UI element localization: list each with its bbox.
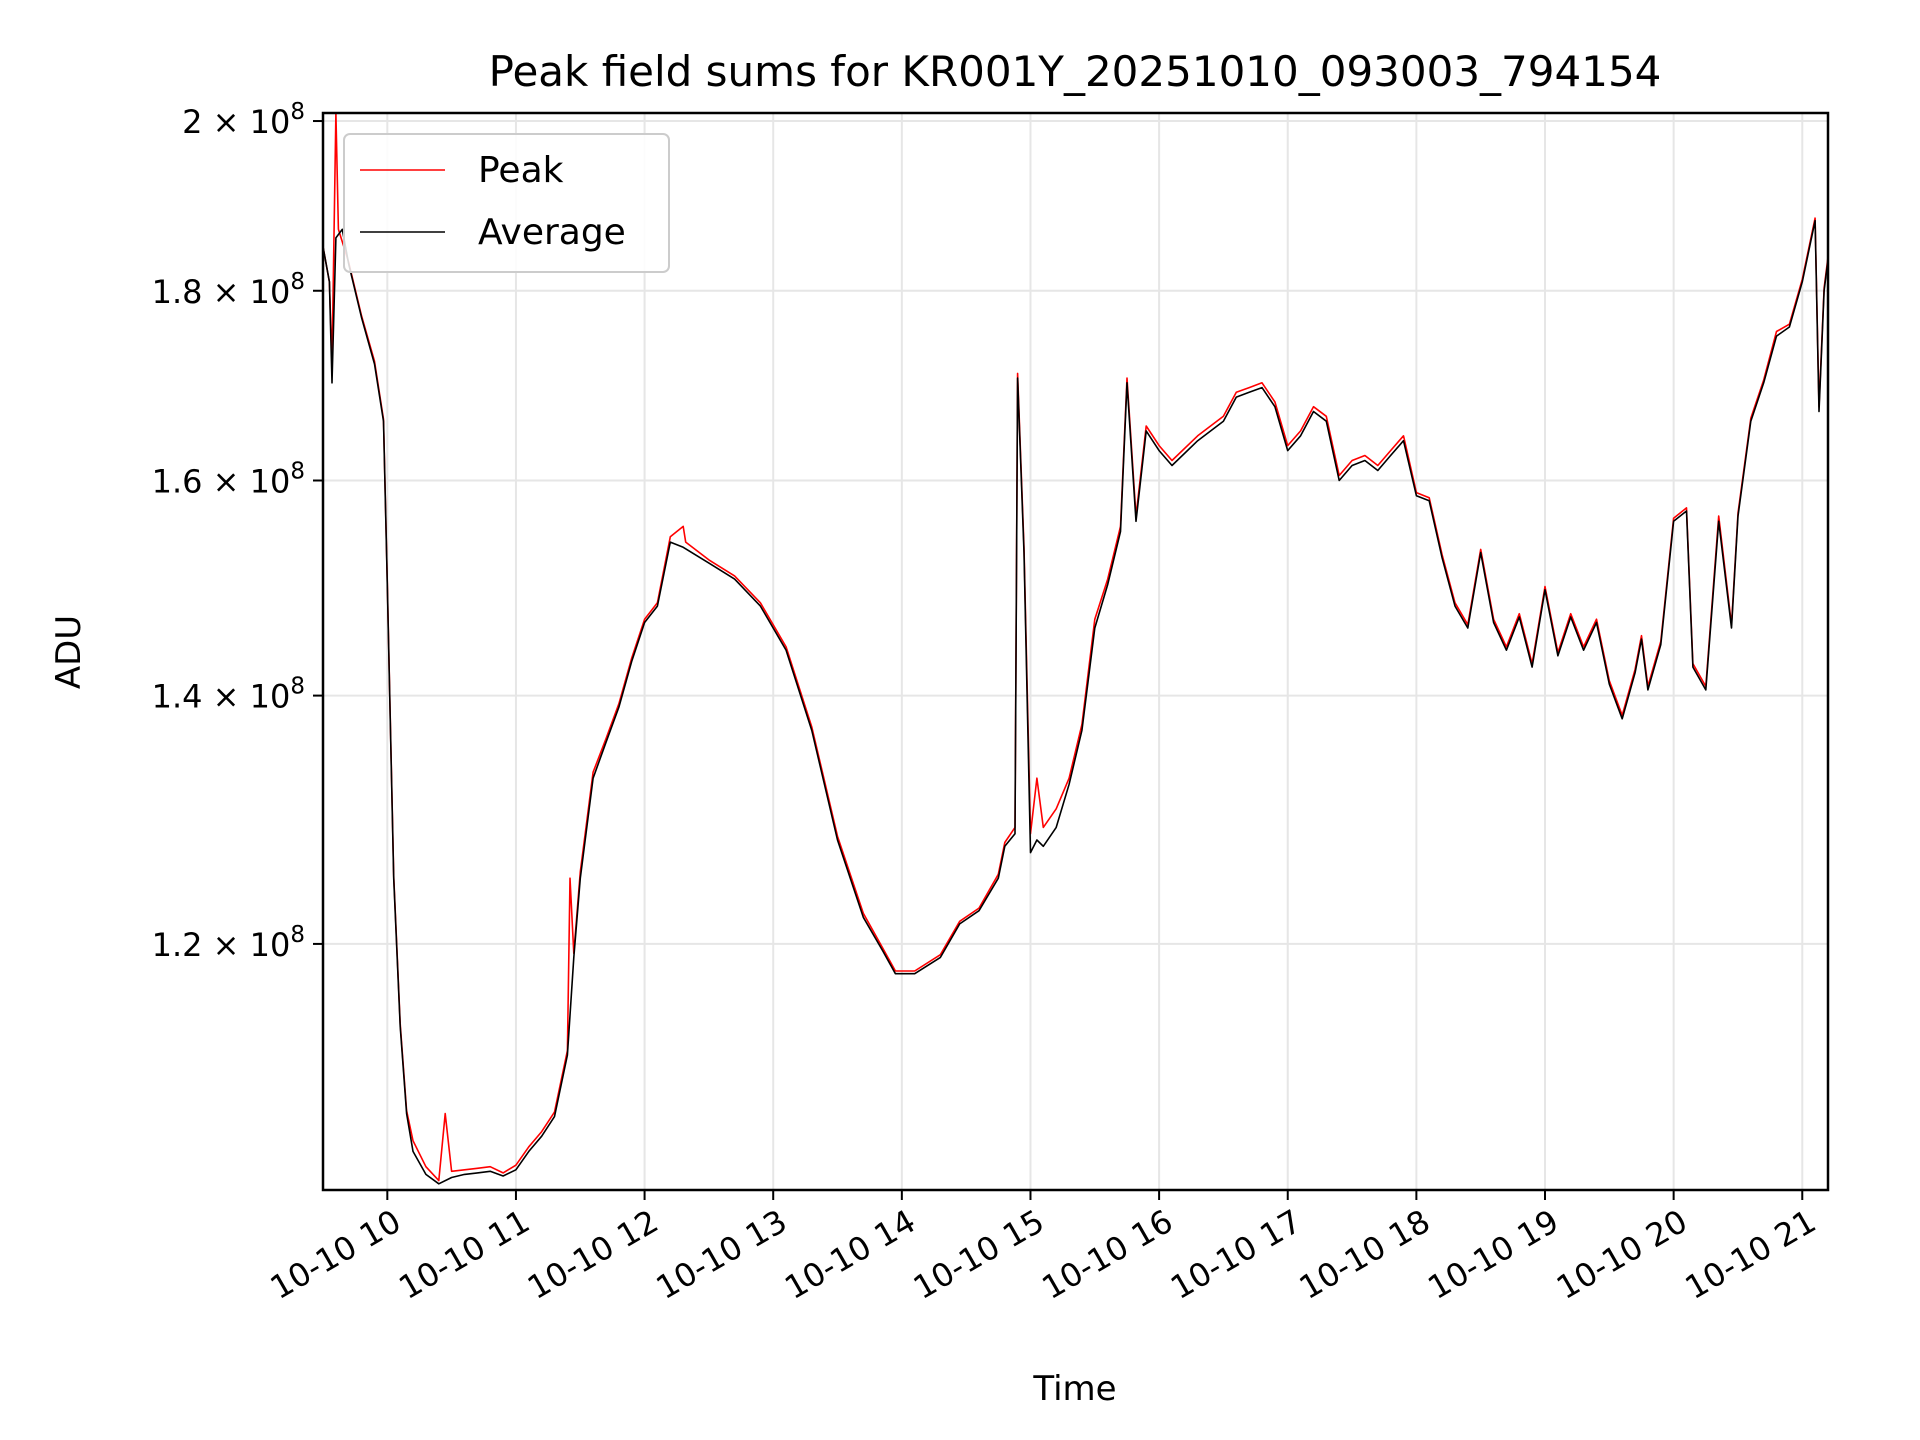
chart-title: Peak field sums for KR001Y_20251010_0930… xyxy=(489,47,1662,96)
x-axis-label: Time xyxy=(1032,1369,1116,1409)
y-tick-label: 1.8 × 108 xyxy=(152,269,305,311)
plot-frame xyxy=(321,111,1830,1192)
y-axis-label: ADU xyxy=(49,615,89,689)
y-axis-ticks: 1.2 × 108 1.4 × 108 1.6 × 108 1.8 × 108 2 × … xyxy=(152,99,323,964)
series-line-average xyxy=(323,219,1828,1185)
y-tick-label: 1.4 × 108 xyxy=(152,674,305,716)
y-tick-label: 1.6 × 108 xyxy=(152,458,305,500)
series-group xyxy=(323,113,1828,1185)
y-tick-label: 1.2 × 108 xyxy=(152,922,305,964)
grid xyxy=(323,113,1828,1190)
legend: Peak Average xyxy=(343,133,670,273)
y-tick-label: 2 × 108 xyxy=(182,99,305,141)
legend-label-average: Average xyxy=(478,212,626,253)
legend-label-peak: Peak xyxy=(478,150,564,191)
series-line-peak xyxy=(323,113,1828,1182)
legend-box xyxy=(343,133,670,273)
